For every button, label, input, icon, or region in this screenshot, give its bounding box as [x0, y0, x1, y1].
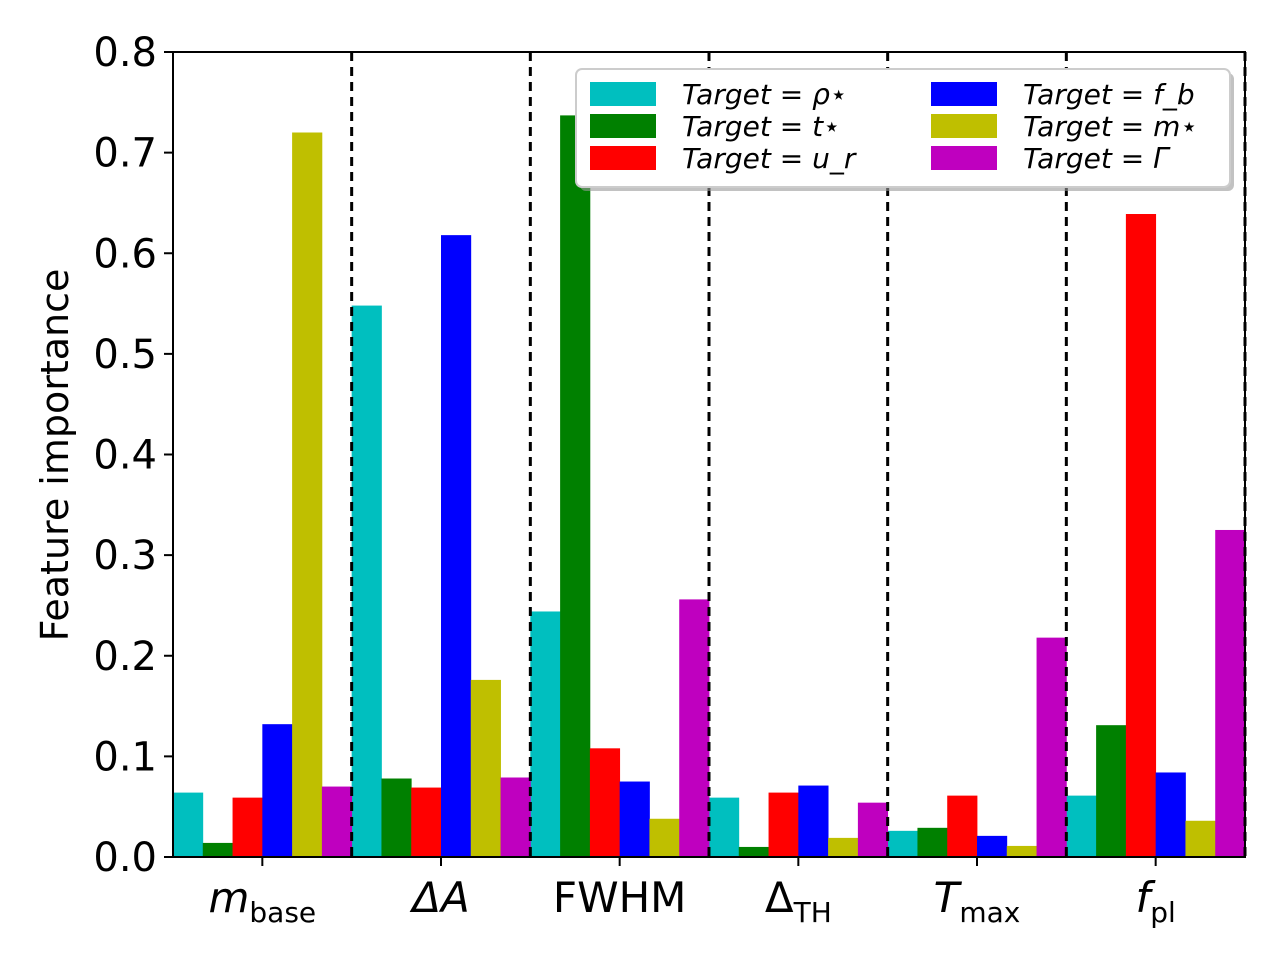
- y-tick-label: 0.3: [93, 533, 157, 579]
- bar-f_pl-s4: [1185, 820, 1216, 857]
- bar-FWHM-s1: [560, 115, 591, 858]
- y-tick-label: 0.4: [93, 433, 157, 479]
- bar-Δ_TH-s0: [709, 797, 740, 857]
- plot-frame: [172, 51, 1246, 858]
- bar-ΔA-s5: [500, 777, 531, 857]
- x-tick-label-T_max: Tmax: [934, 873, 1021, 929]
- legend-swatch-1: [590, 114, 656, 138]
- bar-m_base-s0: [173, 792, 204, 857]
- bar-f_pl-s2: [1125, 214, 1157, 858]
- bars-layer: [173, 115, 1246, 858]
- bar-f_pl-s0: [1066, 795, 1097, 857]
- bar-ΔA-s0: [351, 305, 382, 857]
- legend-label-1: Target = t⋆: [682, 110, 841, 143]
- bar-ΔA-s3: [441, 235, 472, 857]
- legend-label-2: Target = u_r: [682, 142, 857, 175]
- bar-m_base-s3: [262, 724, 293, 857]
- x-tick-label-m_base: mbase: [208, 873, 316, 929]
- bar-ΔA-s4: [470, 679, 501, 857]
- bar-Δ_TH-s4: [828, 837, 859, 857]
- y-tick-label: 0.8: [93, 30, 157, 76]
- bar-Δ_TH-s5: [857, 802, 889, 857]
- bar-FWHM-s4: [649, 818, 680, 857]
- legend-box: [575, 68, 1231, 188]
- bar-FWHM-s3: [619, 781, 650, 857]
- legend-swatch-2: [590, 146, 656, 170]
- bar-f_pl-s5: [1215, 529, 1246, 857]
- bar-Δ_TH-s2: [768, 792, 799, 857]
- bar-T_max-s3: [977, 835, 1008, 857]
- bar-ΔA-s1: [381, 778, 412, 857]
- bar-m_base-s1: [202, 842, 233, 857]
- legend-label-4: Target = m⋆: [1023, 110, 1198, 143]
- bar-m_base-s5: [321, 786, 353, 857]
- y-tick-label: 0.0: [93, 835, 157, 881]
- x-tick-label-f_pl: fpl: [1135, 873, 1175, 929]
- bar-Δ_TH-s3: [798, 785, 829, 857]
- legend-label-3: Target = f_b: [1023, 78, 1195, 111]
- legend-label-0: Target = ρ⋆: [682, 78, 847, 111]
- bar-FWHM-s5: [679, 599, 710, 857]
- bar-FWHM-s2: [589, 748, 621, 857]
- y-tick-label: 0.1: [93, 734, 157, 780]
- y-tick-label: 0.6: [93, 231, 157, 277]
- legend-swatch-3: [931, 82, 997, 106]
- bar-FWHM-s0: [530, 611, 561, 857]
- bar-T_max-s1: [917, 827, 948, 857]
- x-tick-label-FWHM: FWHM: [553, 873, 687, 922]
- legend: Target = ρ⋆Target = t⋆Target = u_r Target…: [575, 68, 1234, 191]
- x-tick-label-ΔA: ΔA: [409, 873, 469, 922]
- bar-T_max-s2: [947, 795, 978, 857]
- y-tick-label: 0.5: [93, 332, 157, 378]
- y-axis-label: Feature importance: [33, 269, 77, 642]
- bar-f_pl-s1: [1096, 725, 1127, 857]
- bar-T_max-s0: [887, 830, 918, 857]
- bar-T_max-s4: [1006, 845, 1037, 857]
- y-tick-label: 0.2: [93, 634, 157, 680]
- bar-f_pl-s3: [1155, 772, 1186, 857]
- legend-swatch-4: [931, 114, 997, 138]
- x-tick-label-Δ_TH: ΔTH: [765, 873, 832, 929]
- legend-swatch-5: [931, 146, 997, 170]
- bar-T_max-s5: [1036, 637, 1067, 857]
- bar-m_base-s4: [292, 132, 323, 857]
- y-tick-label: 0.7: [93, 131, 157, 177]
- x-axis: mbase ΔA FWHM ΔTH Tmax fpl: [208, 857, 1176, 929]
- y-axis: 0.0 0.1 0.2 0.3 0.4 0.5 0.6 0.7 0.8: [93, 30, 173, 881]
- bar-Δ_TH-s1: [738, 846, 769, 857]
- legend-swatch-0: [590, 82, 656, 106]
- bar-m_base-s2: [232, 797, 263, 857]
- legend-label-5: Target = Γ: [1023, 142, 1171, 175]
- bar-ΔA-s2: [411, 787, 442, 857]
